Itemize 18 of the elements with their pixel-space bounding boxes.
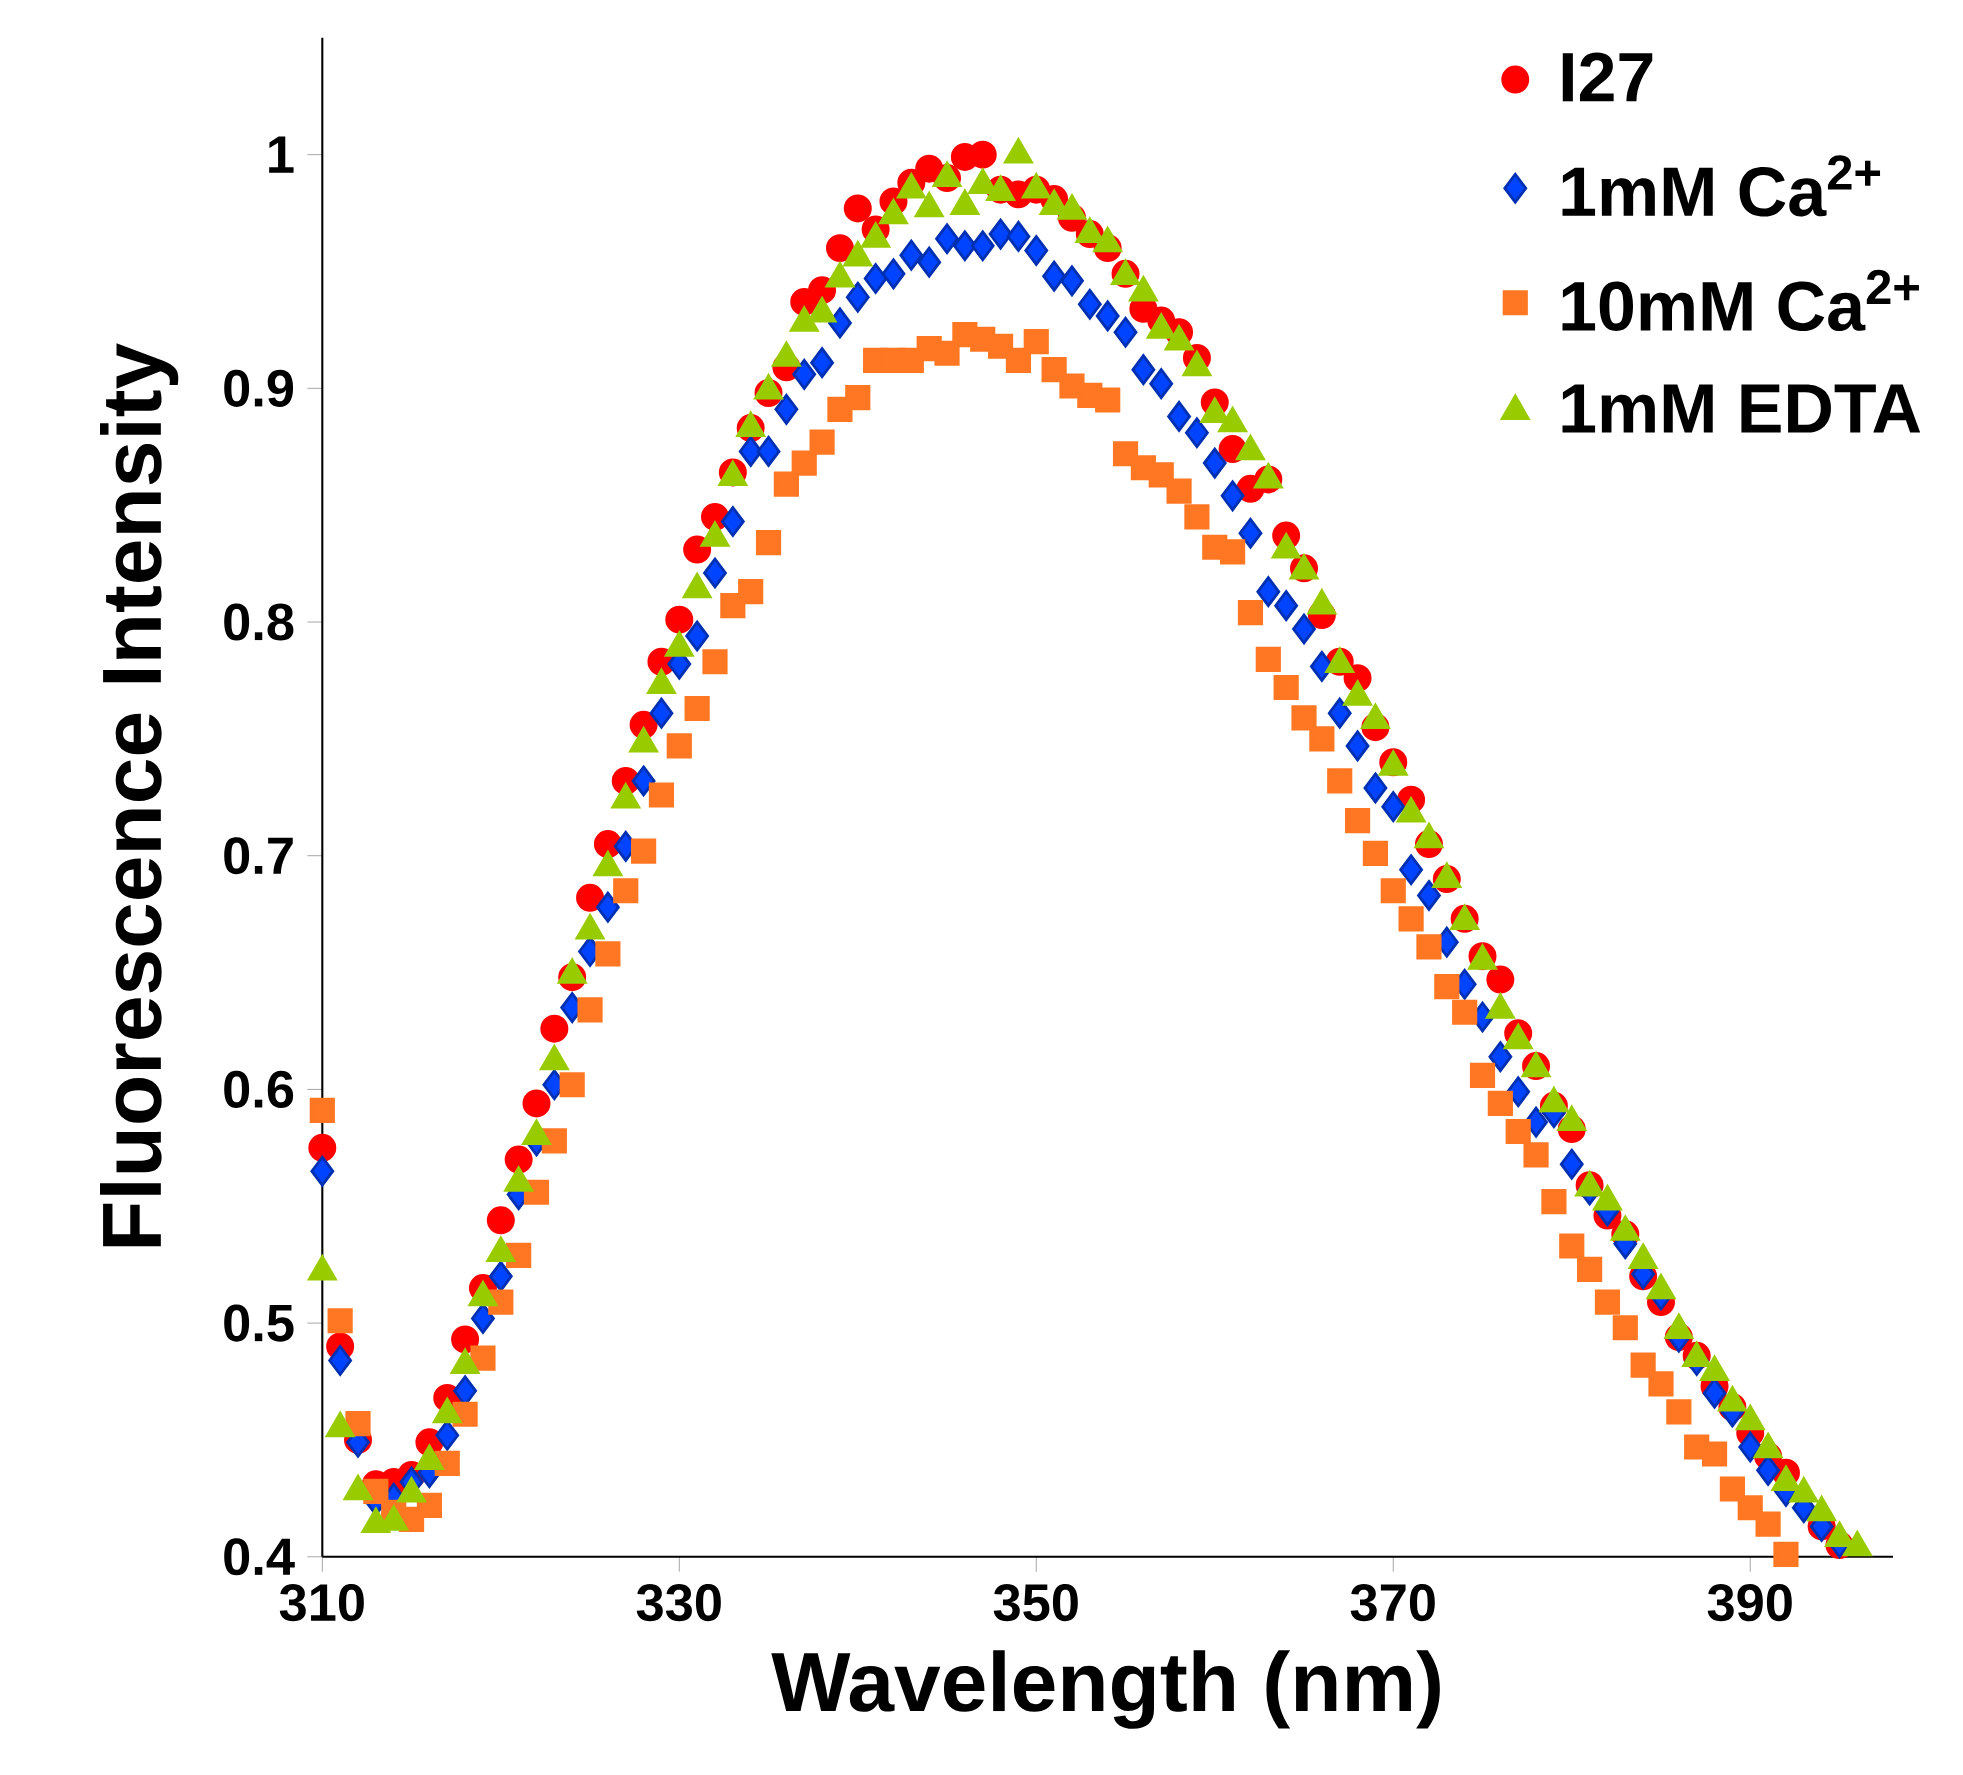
x-tick-label: 370 xyxy=(1350,1584,1435,1622)
legend-label: 10mM Ca$^{2+}$ xyxy=(1562,270,1919,332)
x-axis-title: Wavelength (nm) xyxy=(771,1650,1440,1729)
x-tick-label: 310 xyxy=(279,1584,364,1622)
y-tick-label: 0.9 xyxy=(224,369,294,408)
y-tick-label: 1 xyxy=(269,136,294,173)
y-tick-label: 0.5 xyxy=(224,1304,294,1342)
legend-label: 1mM EDTA xyxy=(1562,384,1921,433)
y-tick-label: 0.6 xyxy=(224,1071,294,1109)
y-tick-label: 0.7 xyxy=(224,837,293,875)
y-tick-label: 0.8 xyxy=(224,603,294,641)
y-axis-title: Fluorescence Intensity xyxy=(100,343,179,1247)
legend-label: 1mM Ca$^{2+}$ xyxy=(1562,155,1881,217)
x-tick-label: 390 xyxy=(1707,1584,1792,1622)
legend-label: I27 xyxy=(1562,52,1653,102)
y-tick-label: 0.4 xyxy=(224,1538,295,1576)
x-tick-label: 330 xyxy=(636,1584,721,1622)
x-tick-label: 350 xyxy=(993,1584,1078,1622)
